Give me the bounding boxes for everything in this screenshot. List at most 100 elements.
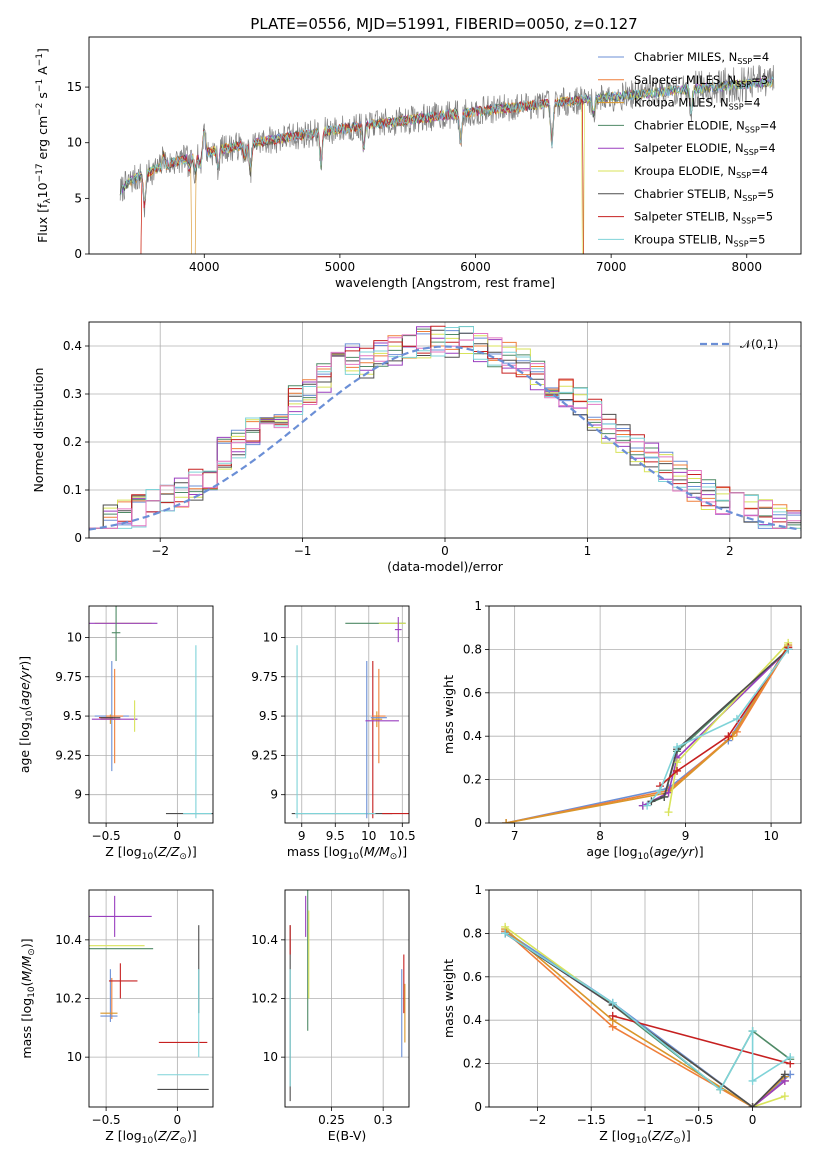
plus-marker bbox=[660, 792, 669, 801]
x-tick-label: 6000 bbox=[460, 260, 491, 274]
mass_vs_Z-marks bbox=[89, 895, 209, 1090]
legend-nssp-value: 5 bbox=[758, 232, 765, 246]
plus-marker bbox=[502, 819, 511, 823]
x-tick-label: 9.5 bbox=[326, 829, 345, 843]
y-axis-label: mass weight bbox=[441, 675, 456, 754]
legend-entry: Salpeter ELODIE, NSSP=4 bbox=[634, 141, 776, 157]
y-axis-label: Flux [fλ​10−17​ erg cm−2​ s−1​ A−1​] bbox=[35, 48, 53, 243]
massweight_vs_Z-marks bbox=[501, 922, 795, 1107]
x-tick-label: 0 bbox=[174, 829, 182, 843]
y-tick-label: 1 bbox=[474, 599, 482, 613]
plus-marker bbox=[608, 998, 617, 1007]
y-tick-label: 9 bbox=[270, 788, 278, 802]
mass_vs_EBV-frame: 0.25 0.3 10 10.2 10.4 E(B-V) bbox=[251, 889, 410, 1143]
x-tick-label: 2 bbox=[726, 544, 734, 558]
mass-weight-series bbox=[501, 927, 795, 1107]
legend-model-name: Kroupa ELODIE bbox=[634, 164, 720, 178]
plus-marker bbox=[780, 1070, 789, 1079]
spectrum-frame: 4000 5000 6000 7000 8000 0 5 10 15 Chabrier MILES… bbox=[35, 36, 802, 290]
legend-entry: Salpeter MILES, NSSP=3 bbox=[634, 73, 768, 89]
massweight_vs_Z-frame: −2 −1.5 −1 −0.5 0 0 0.2 0.4 0.6 0.8 1 Z [log10​(Z/Z… bbox=[441, 883, 802, 1146]
residuals-axes: −2 −1 0 1 2 0 0.1 0.2 0.3 0.4 𝒩(0,1) (data-model)/e… bbox=[31, 321, 802, 574]
mass-weight-series bbox=[501, 929, 795, 1094]
error-bar-point bbox=[106, 668, 124, 764]
x-tick-label: 0.3 bbox=[374, 1113, 393, 1127]
legend-model-name: Salpeter MILES bbox=[634, 73, 720, 87]
legend-nssp-value: 5 bbox=[767, 187, 774, 201]
legend-entry: Chabrier ELODIE, NSSP=4 bbox=[634, 118, 777, 134]
model-spectrum-line bbox=[119, 75, 774, 202]
y-tick-label: 10.2 bbox=[251, 992, 278, 1006]
error-bar-point bbox=[394, 617, 402, 643]
mass-weight-series bbox=[655, 643, 793, 791]
x-axis-label: E(B-V) bbox=[328, 1128, 367, 1143]
age_vs_mass-marks bbox=[291, 617, 409, 819]
y-tick-label: 9.5 bbox=[259, 709, 278, 723]
y-tick-label: 0 bbox=[474, 1100, 482, 1114]
y-axis-label: mass [log10​(M/M⊙​)] bbox=[19, 938, 37, 1058]
mass-weight-series bbox=[664, 638, 793, 817]
legend-model-name: Chabrier MILES bbox=[634, 50, 721, 64]
y-tick-label: 10 bbox=[67, 1050, 82, 1064]
legend-entry: Chabrier STELIB, NSSP=5 bbox=[634, 187, 774, 203]
legend-nssp-value: 4 bbox=[768, 141, 775, 155]
mass-weight-series bbox=[647, 645, 793, 806]
plus-marker bbox=[732, 714, 741, 723]
x-tick-label: 7 bbox=[511, 829, 519, 843]
plus-marker bbox=[748, 1103, 757, 1107]
y-tick-label: 9.75 bbox=[55, 670, 82, 684]
massweight_vs_Z-axes: −2 −1.5 −1 −0.5 0 0 0.2 0.4 0.6 0.8 1 Z [log10​(Z/Z… bbox=[441, 883, 802, 1146]
y-tick-label: 0.4 bbox=[463, 1013, 482, 1027]
mass_vs_Z-frame: −0.5 0 10 10.2 10.4 Z [log10​(Z/Z⊙​)] mass [lo… bbox=[19, 889, 214, 1146]
legend-entry: Kroupa ELODIE, NSSP=4 bbox=[634, 164, 768, 180]
x-tick-label: −1 bbox=[636, 1113, 654, 1127]
x-tick-label: 1 bbox=[584, 544, 592, 558]
y-tick-label: 5 bbox=[74, 191, 82, 205]
x-tick-label: −1.5 bbox=[577, 1113, 606, 1127]
y-tick-label: 0.8 bbox=[463, 926, 482, 940]
y-tick-label: 10.4 bbox=[251, 933, 278, 947]
plus-marker bbox=[608, 1011, 617, 1020]
y-tick-label: 1 bbox=[474, 883, 482, 897]
age_vs_Z-marks bbox=[89, 606, 213, 819]
spectrum-legend: Chabrier MILES, NSSP=4 Salpeter MILES, NS… bbox=[598, 50, 777, 248]
legend-entry: Salpeter STELIB, NSSP=5 bbox=[634, 210, 773, 226]
legend-model-name: Chabrier STELIB bbox=[634, 187, 726, 201]
plus-marker bbox=[748, 1027, 757, 1036]
x-tick-label: −0.5 bbox=[92, 1113, 121, 1127]
x-tick-label: 5000 bbox=[325, 260, 356, 274]
y-tick-label: 9.75 bbox=[251, 670, 278, 684]
x-tick-label: 8 bbox=[596, 829, 604, 843]
mass-weight-series bbox=[608, 1011, 795, 1068]
plus-marker bbox=[655, 786, 664, 795]
legend-model-name: Salpeter ELODIE bbox=[634, 141, 728, 155]
massweight_vs_age-frame: 7 8 9 10 0 0.2 0.4 0.6 0.8 1 age [log10​(age/yr)] m… bbox=[441, 599, 802, 862]
error-bar-point bbox=[372, 668, 386, 764]
plot-frame bbox=[88, 605, 214, 824]
spectrum-axes: 4000 5000 6000 7000 8000 0 5 10 15 Chabrier MILES… bbox=[35, 36, 802, 290]
legend-nssp-value: 5 bbox=[766, 210, 773, 224]
residuals-frame: −2 −1 0 1 2 0 0.1 0.2 0.3 0.4 𝒩(0,1) (data-model)/e… bbox=[31, 321, 802, 574]
y-tick-label: 0.4 bbox=[463, 729, 482, 743]
x-axis-label: mass [log10​(M/M⊙​)] bbox=[287, 844, 407, 862]
x-tick-label: 4000 bbox=[189, 260, 220, 274]
y-tick-label: 0.2 bbox=[63, 435, 82, 449]
x-tick-label: 9 bbox=[298, 829, 306, 843]
plot-frame bbox=[488, 605, 802, 824]
y-tick-label: 9.25 bbox=[251, 748, 278, 762]
legend-normal-label: 𝒩(0,1) bbox=[740, 337, 778, 351]
mass-weight-series bbox=[501, 929, 795, 1094]
plus-marker bbox=[784, 645, 793, 654]
y-tick-label: 10.4 bbox=[55, 933, 82, 947]
x-tick-label: 0 bbox=[749, 1113, 757, 1127]
plus-marker bbox=[501, 929, 510, 938]
x-tick-label: 10 bbox=[361, 829, 376, 843]
x-axis-label: wavelength [Angstrom, rest frame] bbox=[335, 275, 555, 290]
legend-nssp-value: 4 bbox=[753, 96, 760, 110]
mass_vs_Z-axes: −0.5 0 10 10.2 10.4 Z [log10​(Z/Z⊙​)] mass [lo… bbox=[19, 889, 214, 1146]
legend-nssp-value: 3 bbox=[761, 73, 768, 87]
y-tick-label: 0.6 bbox=[463, 686, 482, 700]
